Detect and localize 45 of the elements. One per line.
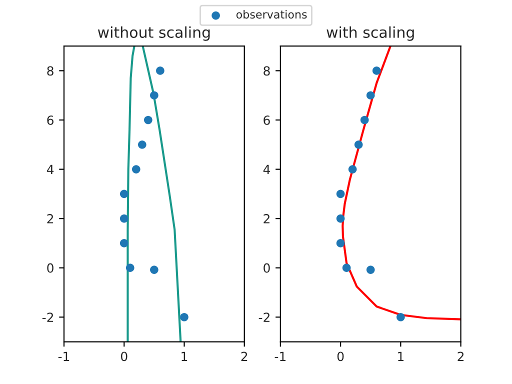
point bbox=[126, 264, 134, 272]
y-tick-label: 4 bbox=[263, 164, 270, 174]
point bbox=[120, 190, 128, 198]
point bbox=[120, 239, 128, 248]
point bbox=[396, 312, 405, 322]
y-tick-label: 6 bbox=[47, 115, 54, 125]
point bbox=[120, 214, 128, 223]
y-tick-label: 2 bbox=[47, 214, 54, 224]
y-tick-label: 8 bbox=[47, 66, 54, 76]
legend-label: observations bbox=[236, 10, 307, 19]
y-tick-label: -2 bbox=[258, 312, 270, 322]
y-tick-label: 8 bbox=[264, 66, 270, 76]
x-tick-label: 0 bbox=[120, 352, 128, 362]
point bbox=[360, 116, 369, 124]
x-tick-label: 2 bbox=[241, 352, 248, 361]
x-tick-label: 1 bbox=[398, 352, 404, 361]
y-tick-label: 0 bbox=[47, 263, 54, 273]
y-tick-label: 0 bbox=[264, 263, 270, 273]
point bbox=[156, 66, 164, 75]
point bbox=[336, 214, 345, 223]
x-tick-label: -1 bbox=[58, 352, 70, 361]
x-tick-label: -1 bbox=[274, 352, 286, 361]
point bbox=[132, 165, 140, 174]
point bbox=[144, 116, 152, 124]
point bbox=[366, 266, 375, 274]
point bbox=[354, 140, 363, 149]
chart-title: without scaling bbox=[98, 26, 210, 41]
point bbox=[372, 66, 381, 75]
point bbox=[348, 165, 357, 174]
point bbox=[336, 239, 345, 248]
point bbox=[342, 264, 351, 272]
x-tick-label: 1 bbox=[182, 352, 188, 361]
point bbox=[150, 91, 158, 100]
y-tick-label: 4 bbox=[46, 164, 54, 174]
y-tick-label: 2 bbox=[264, 214, 270, 224]
point bbox=[150, 266, 158, 274]
chart-title: with scaling bbox=[326, 26, 414, 41]
y-tick-label: -2 bbox=[42, 312, 54, 322]
point bbox=[180, 312, 188, 322]
x-tick-label: 0 bbox=[337, 352, 344, 362]
x-tick-label: 2 bbox=[458, 352, 464, 361]
point bbox=[366, 91, 375, 100]
point bbox=[336, 190, 345, 198]
point bbox=[138, 140, 146, 149]
y-tick-label: 6 bbox=[264, 115, 270, 125]
